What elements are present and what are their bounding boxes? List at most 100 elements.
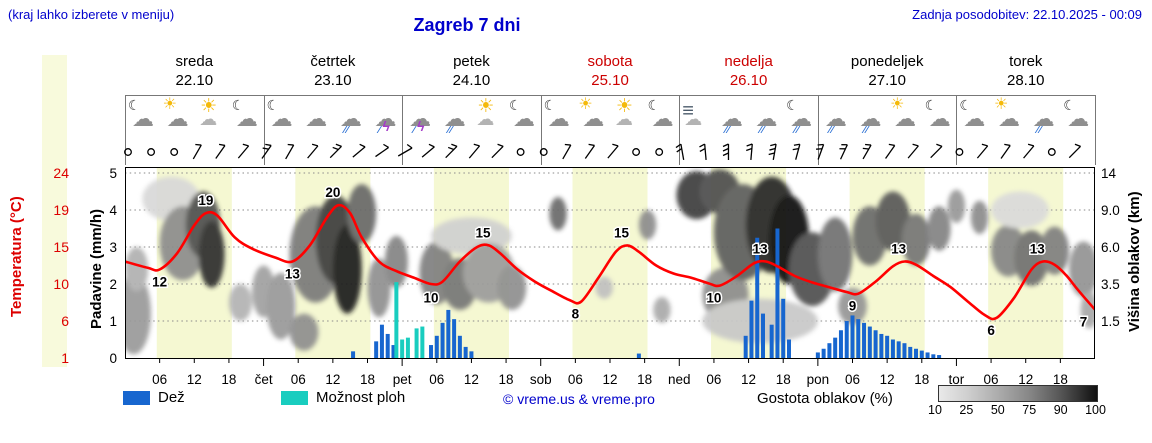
cloud2-glyph: ☁	[614, 109, 633, 129]
showers-color-swatch	[281, 390, 308, 405]
density-tick-label: 90	[1053, 403, 1068, 417]
wind-barb-icon	[445, 143, 458, 159]
precip-axis-tick: 2	[109, 277, 117, 292]
wind-barb-icon	[792, 143, 801, 160]
rain-cloud-icon: ☁ ⁄⁄	[818, 96, 853, 140]
moon-glyph: ☾	[231, 97, 245, 113]
sun-big-glyph: ☀	[477, 96, 495, 117]
precip-axis-tick: 0	[109, 351, 117, 366]
x-axis-time-label: 06	[984, 372, 999, 387]
fog-glyph: ≡	[682, 100, 694, 122]
temperature-point-label: 6	[987, 323, 995, 338]
drops-glyph: ⁄⁄	[447, 125, 454, 136]
sun-glyph: ☀	[994, 96, 1009, 113]
cloud-glyph: ☁	[374, 106, 397, 131]
cloud-glyph: ☁	[998, 106, 1021, 131]
moon-cloud-icon: ☾ ☁	[264, 96, 299, 140]
cloud-density-gradient	[938, 385, 1098, 402]
day-header: sreda 22.10	[125, 52, 264, 90]
moon-cloud-icon: ☾ ☁	[645, 96, 680, 140]
credit-link[interactable]: © vreme.us & vreme.pro	[503, 391, 655, 407]
density-tick-label: 75	[1022, 403, 1037, 417]
day-divider-line	[956, 95, 958, 165]
wind-barb-icon	[215, 143, 226, 159]
wind-barb-icon	[930, 143, 943, 159]
temperature-point-label: 13	[753, 241, 769, 256]
x-axis-day-label: ned	[668, 372, 691, 387]
bolt-glyph: ϟ	[417, 118, 425, 134]
cloud-height-axis-tick: 9.0	[1101, 203, 1120, 218]
x-axis-day-label: pon	[807, 372, 830, 387]
wind-barb-icon	[192, 143, 202, 160]
wind-barbs-row	[124, 143, 1082, 161]
cloud-sun-icon: ☀ ☁	[160, 96, 195, 140]
cloud-glyph: ☁	[720, 106, 743, 131]
x-axis-time-label: 12	[325, 372, 340, 387]
x-axis-day-label: tor	[949, 372, 965, 387]
cloud-glyph: ☁	[859, 106, 882, 131]
cloud-glyph: ☁	[790, 106, 813, 131]
wind-calm-icon	[1047, 148, 1056, 156]
cloud-glyph: ☁	[235, 106, 258, 131]
day-date: 23.10	[314, 72, 352, 89]
rain-cloud-icon: ☁ ⁄⁄	[333, 96, 368, 140]
legend-showers-label: Možnost ploh	[316, 389, 406, 406]
day-divider-line	[817, 95, 819, 165]
drops-glyph: ⁄⁄	[828, 125, 835, 136]
temp-axis-tick: 19	[53, 202, 69, 218]
storm-icon: ☁ ϟ ⁄	[367, 96, 402, 140]
x-axis-time-label: 12	[1018, 372, 1033, 387]
wind-barb-icon	[285, 143, 295, 160]
cloud-density-label: Gostota oblakov (%)	[757, 390, 893, 407]
moon-cloud-icon: ☾ ☁	[541, 96, 576, 140]
day-name: petek	[453, 53, 490, 70]
day-header: ponedeljek 27.10	[818, 52, 957, 90]
day-date: 24.10	[452, 72, 491, 89]
meteogram-chart: 06 12 18 06 12 18 06 12 18 06 12 18 06 12 18 06 12 18 06 12…	[53, 165, 1120, 387]
sun-glyph: ☀	[578, 96, 593, 113]
day-date: 26.10	[729, 72, 768, 89]
bolt-glyph: ϟ	[382, 118, 390, 134]
temperature-point-label: 9	[849, 299, 857, 314]
day-header: petek 24.10	[402, 52, 541, 90]
day-name: torek	[1009, 53, 1043, 70]
cloud-glyph: ☁	[166, 106, 189, 131]
cloud-glyph: ☁	[270, 106, 293, 131]
wind-barb-icon	[722, 143, 730, 160]
wind-barb-icon	[307, 143, 319, 159]
cloud-glyph: ☁	[894, 106, 917, 131]
sun-big-glyph: ☀	[615, 96, 634, 117]
wind-barb-icon	[976, 143, 989, 159]
moon-glyph: ☾	[543, 97, 557, 113]
cloud-glyph: ☁	[651, 106, 674, 131]
wind-barb-icon	[862, 143, 872, 160]
wind-barb-icon	[907, 143, 919, 159]
wind-barb-icon	[584, 143, 596, 159]
precip-axis-tick: 5	[109, 166, 117, 181]
drops-glyph: ⁄⁄	[759, 125, 765, 136]
rain-cloud-icon: ☁ ⁄⁄	[437, 96, 472, 140]
wind-calm-icon	[539, 148, 548, 156]
sun-big-glyph: ☀	[200, 96, 218, 117]
precip-axis-tick: 1	[109, 314, 117, 329]
day-divider-line	[540, 95, 542, 165]
temperature-point-label: 7	[1080, 315, 1088, 330]
wind-barb-icon	[397, 143, 413, 157]
day-divider-line	[263, 95, 265, 165]
cloud2-glyph: ☁	[476, 109, 495, 129]
wind-barb-icon	[329, 143, 342, 159]
sun-cloud-icon: ☀ ☁	[471, 96, 506, 140]
temperature-point-label: 10	[706, 291, 721, 306]
temperature-curve	[125, 203, 1095, 321]
cloud-glyph: ☁	[928, 106, 951, 131]
wind-calm-icon	[170, 148, 179, 156]
left-accent-strip	[42, 55, 67, 367]
temp-axis-tick: 24	[53, 165, 69, 181]
cloud2-glyph: ☁	[684, 109, 703, 129]
density-tick-label: 50	[990, 403, 1005, 417]
cloud-glyph: ☁	[582, 106, 605, 131]
wind-barb-icon	[261, 143, 272, 159]
day-date: 27.10	[868, 72, 906, 89]
sun-glyph: ☀	[162, 96, 177, 113]
